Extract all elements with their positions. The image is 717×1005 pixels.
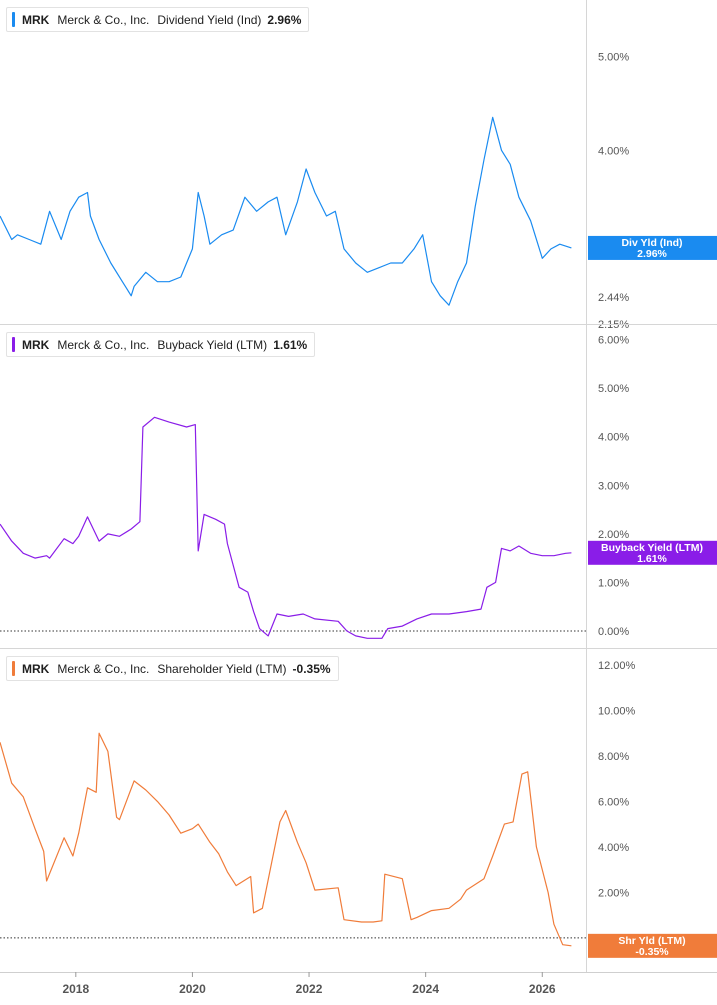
legend-metric: Shareholder Yield (LTM) <box>157 661 287 676</box>
value-tag-label: Buyback Yield (LTM) <box>601 542 703 554</box>
value-tag-value: -0.35% <box>635 946 669 958</box>
legend-metric: Buyback Yield (LTM) <box>157 337 268 352</box>
x-tick-label: 2020 <box>179 982 206 996</box>
series-color-swatch <box>12 337 15 352</box>
y-tick-label: 4.00% <box>598 432 629 444</box>
value-tag-box <box>588 540 717 565</box>
x-tick-label: 2022 <box>296 982 323 996</box>
y-tick-label: 5.00% <box>598 51 629 63</box>
legend-company: Merck & Co., Inc. <box>57 661 150 676</box>
panel-0: 5.00%4.00%3.00%2.44%2.15%Div Yld (Ind)2.… <box>0 51 717 331</box>
x-tick-label: 2018 <box>62 982 89 996</box>
y-tick-label: 2.44% <box>598 292 629 304</box>
legend-dividend-yield[interactable]: MRK Merck & Co., Inc. Dividend Yield (In… <box>6 7 310 32</box>
legend-value: -0.35% <box>292 661 331 676</box>
current-value-tag: Shr Yld (LTM)-0.35% <box>588 933 717 958</box>
y-tick-label: 10.00% <box>598 705 636 717</box>
legend-value: 1.61% <box>273 337 308 352</box>
y-tick-label: 4.00% <box>598 842 629 854</box>
y-tick-label: 6.00% <box>598 796 629 808</box>
panel-1: 6.00% 5.00% 4.00% 3.00% 2.00% 1.00% 0.00% Buyba… <box>0 335 717 639</box>
series-color-swatch <box>12 12 15 27</box>
value-tag-value: 2.96% <box>637 248 667 260</box>
legend-metric: Dividend Yield (Ind) <box>157 12 262 27</box>
legend-company: Merck & Co., Inc. <box>57 12 150 27</box>
legend-buyback-yield[interactable]: MRK Merck & Co., Inc. Buyback Yield (LTM… <box>6 332 316 357</box>
series-color-swatch <box>12 661 15 676</box>
legend-ticker: MRK <box>22 337 50 352</box>
x-tick-label: 2026 <box>529 982 556 996</box>
series-line <box>0 732 572 947</box>
value-tag-box <box>588 933 717 958</box>
value-tag-box <box>588 235 717 260</box>
y-tick-label: 2.00% <box>598 887 629 899</box>
y-tick-label: 5.00% <box>598 383 629 395</box>
value-tag-value: 1.61% <box>637 553 667 565</box>
y-tick-label: 6.00% <box>598 335 629 347</box>
value-tag-label: Div Yld (Ind) <box>621 237 682 249</box>
y-tick-label: 12.00% <box>598 660 636 672</box>
legend-company: Merck & Co., Inc. <box>57 337 150 352</box>
legend-value: 2.96% <box>267 12 302 27</box>
legend-shareholder-yield[interactable]: MRK Merck & Co., Inc. Shareholder Yield … <box>6 656 339 681</box>
series-line <box>0 116 572 306</box>
y-tick-label: 1.00% <box>598 577 629 589</box>
series-line <box>0 416 572 639</box>
y-tick-label: 8.00% <box>598 751 629 763</box>
current-value-tag: Div Yld (Ind)2.96% <box>588 235 717 260</box>
y-tick-label: 4.00% <box>598 145 629 157</box>
panel-2: 12.00%10.00%8.00%6.00%4.00%2.00%0.00%Shr… <box>0 660 717 958</box>
x-tick-label: 2024 <box>412 982 439 996</box>
value-tag-label: Shr Yld (LTM) <box>618 935 685 947</box>
y-tick-label: 3.00% <box>598 480 629 492</box>
y-tick-label: 2.00% <box>598 529 629 541</box>
y-tick-label: 0.00% <box>598 626 629 638</box>
legend-ticker: MRK <box>22 12 50 27</box>
legend-ticker: MRK <box>22 661 50 676</box>
current-value-tag: Buyback Yield (LTM)1.61% <box>588 540 717 565</box>
